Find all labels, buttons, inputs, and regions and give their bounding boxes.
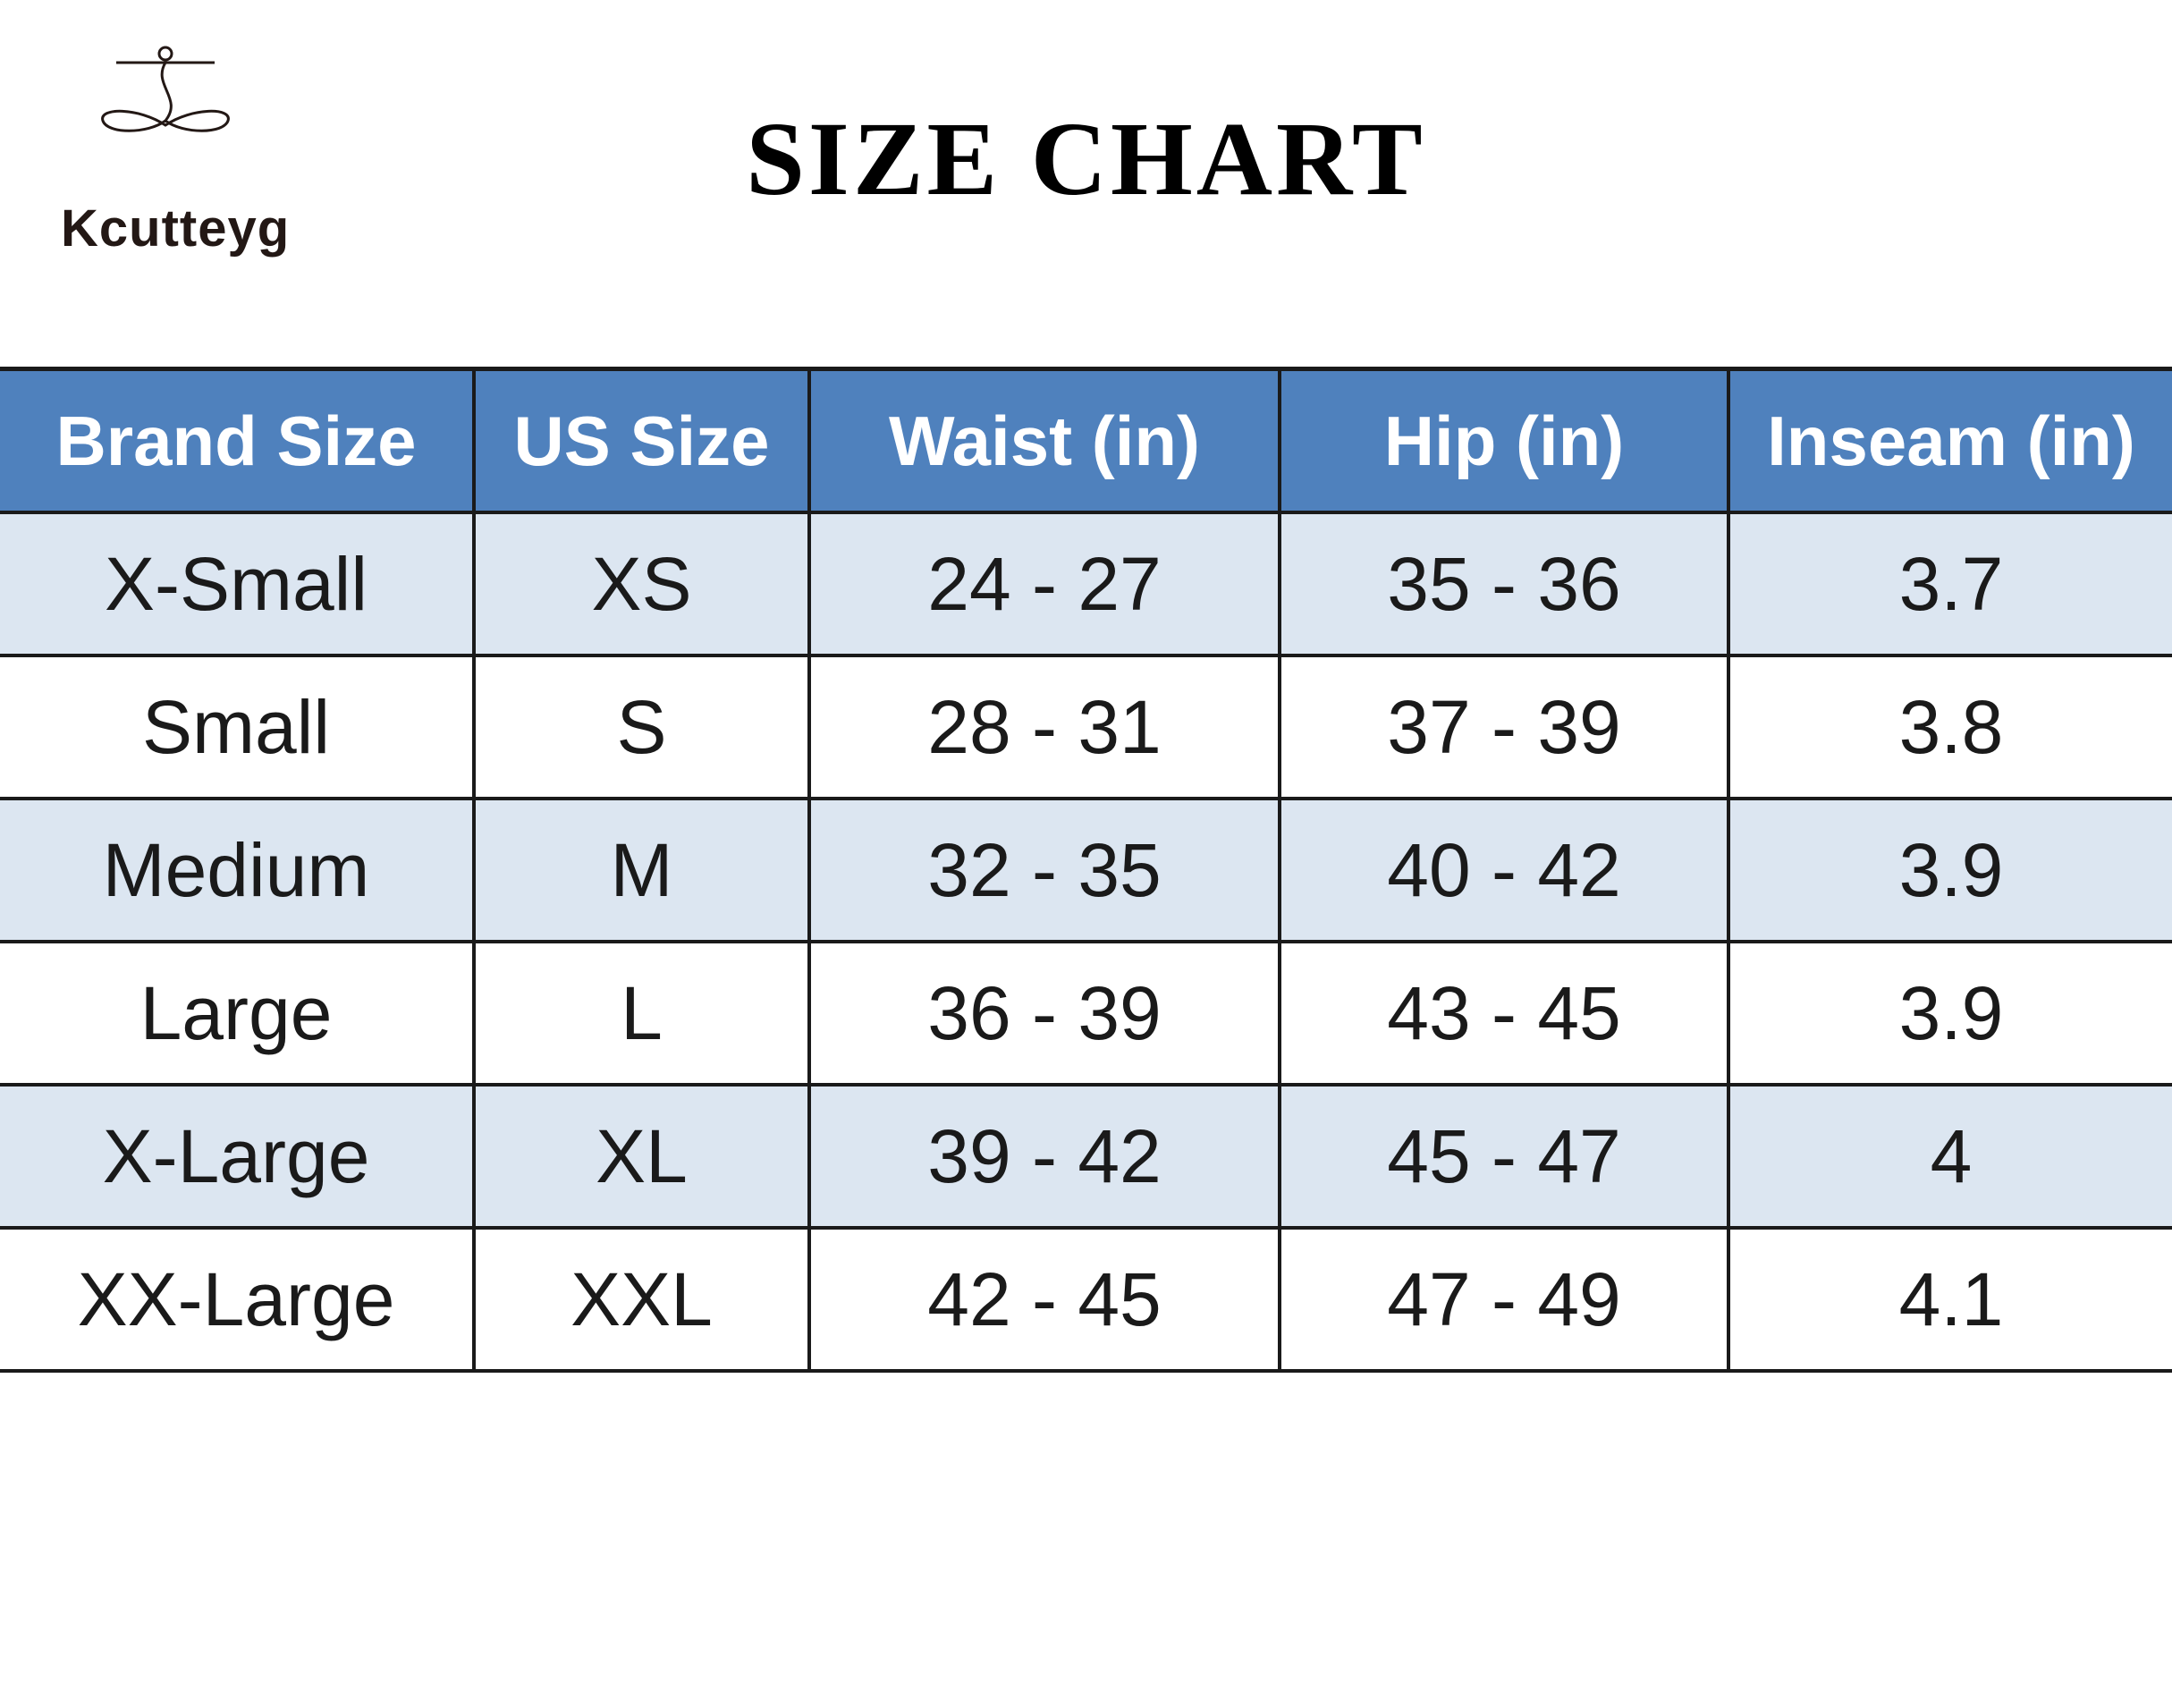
- table-cell: 37 - 39: [1278, 654, 1730, 800]
- table-cell: 32 - 35: [807, 797, 1281, 943]
- column-header: Hip (in): [1278, 367, 1730, 514]
- table-row: X-Large XL 39 - 42 45 - 47 4: [0, 1083, 2172, 1230]
- table-cell: XS: [472, 511, 811, 657]
- table-cell: Large: [0, 940, 476, 1087]
- brand-logo: [101, 46, 230, 132]
- size-table: Brand Size US Size Waist (in) Hip (in) Insea…: [0, 367, 2172, 1373]
- table-cell: M: [472, 797, 811, 943]
- table-cell: 4: [1727, 1083, 2172, 1230]
- table-row: Large L 36 - 39 43 - 45 3.9: [0, 940, 2172, 1087]
- table-cell: 47 - 49: [1278, 1226, 1730, 1373]
- table-cell: 3.7: [1727, 511, 2172, 657]
- table-cell: 3.8: [1727, 654, 2172, 800]
- header-row: Brand Size US Size Waist (in) Hip (in) Insea…: [0, 367, 2172, 514]
- table-row: Small S 28 - 31 37 - 39 3.8: [0, 654, 2172, 800]
- table-row: XX-Large XXL 42 - 45 47 - 49 4.1: [0, 1226, 2172, 1373]
- table-cell: 3.9: [1727, 797, 2172, 943]
- table-cell: 3.9: [1727, 940, 2172, 1087]
- table-cell: 28 - 31: [807, 654, 1281, 800]
- table-cell: X-Large: [0, 1083, 476, 1230]
- column-header: US Size: [472, 367, 811, 514]
- column-header: Inseam (in): [1727, 367, 2172, 514]
- table-cell: 40 - 42: [1278, 797, 1730, 943]
- table-cell: XX-Large: [0, 1226, 476, 1373]
- table-cell: Small: [0, 654, 476, 800]
- table-cell: L: [472, 940, 811, 1087]
- table-cell: Medium: [0, 797, 476, 943]
- column-header: Brand Size: [0, 367, 476, 514]
- table-cell: 43 - 45: [1278, 940, 1730, 1087]
- table-cell: 24 - 27: [807, 511, 1281, 657]
- table-cell: 45 - 47: [1278, 1083, 1730, 1230]
- table-cell: 35 - 36: [1278, 511, 1730, 657]
- brand-name: Kcutteyg: [61, 199, 291, 258]
- table-cell: 39 - 42: [807, 1083, 1281, 1230]
- table-body: X-Small XS 24 - 27 35 - 36 3.7 Small S 28 - 31 3…: [0, 511, 2172, 1373]
- table-cell: 4.1: [1727, 1226, 2172, 1373]
- table-row: Medium M 32 - 35 40 - 42 3.9: [0, 797, 2172, 943]
- column-header: Waist (in): [807, 367, 1281, 514]
- table-cell: XL: [472, 1083, 811, 1230]
- table-cell: S: [472, 654, 811, 800]
- table-cell: XXL: [472, 1226, 811, 1373]
- table-row: X-Small XS 24 - 27 35 - 36 3.7: [0, 511, 2172, 657]
- table-cell: X-Small: [0, 511, 476, 657]
- table-cell: 42 - 45: [807, 1226, 1281, 1373]
- page-title: SIZE CHART: [746, 100, 1426, 217]
- table-cell: 36 - 39: [807, 940, 1281, 1087]
